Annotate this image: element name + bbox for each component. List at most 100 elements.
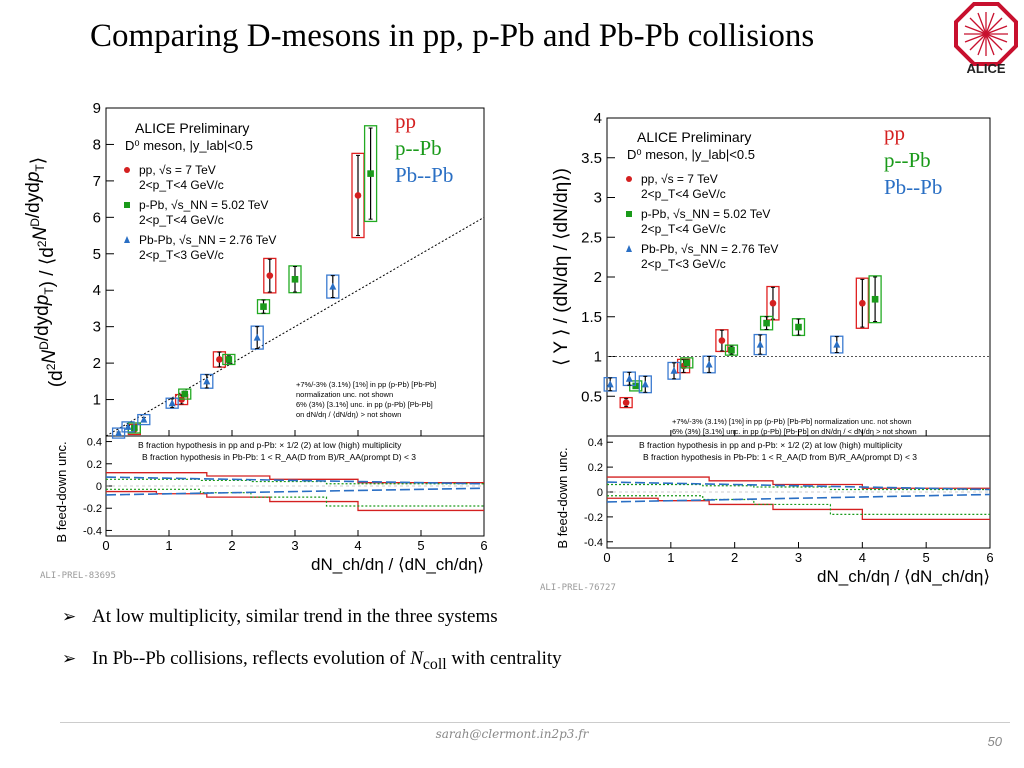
- data-point-pbpb: [253, 333, 261, 341]
- y-axis-label-part: p: [23, 172, 44, 184]
- slide-title: Comparing D-mesons in pp, p-Pb and Pb-Pb…: [90, 18, 815, 54]
- bullet-text: In Pb--Pb collisions, reflects evolution…: [92, 648, 562, 673]
- lower-y-tick-label: 0.2: [588, 462, 603, 474]
- y-axis-label-part: D: [37, 341, 51, 350]
- prel-tag: ALI-PREL-83695: [40, 571, 116, 581]
- y-tick-label: 6: [93, 209, 101, 226]
- lower-y-axis-label: B feed-down unc.: [555, 447, 570, 548]
- data-point-pp: [718, 337, 726, 344]
- lower-y-tick-label: 0: [96, 481, 102, 493]
- data-point-pbpb: [115, 429, 123, 437]
- page-number: 50: [987, 734, 1002, 749]
- legend-marker-ppb: [124, 202, 130, 208]
- x-tick-label: 5: [417, 538, 424, 553]
- lower-note-2: B fraction hypothesis in Pb-Pb: 1 < R_AA…: [643, 452, 917, 462]
- syst-box: [326, 274, 340, 299]
- y-tick-label: 5: [93, 246, 101, 263]
- data-point-pp: [769, 299, 777, 307]
- series-label-1: p--Pb: [884, 148, 931, 172]
- bullet-item: ➢ In Pb--Pb collisions, reflects evoluti…: [62, 648, 562, 674]
- legend-entry-name: Pb-Pb, √s_NN = 2.76 TeV: [641, 242, 778, 256]
- legend-subtitle: D⁰ meson, |y_lab|<0.5: [125, 138, 253, 153]
- bullet-item: ➢ At low multiplicity, similar trend in …: [62, 606, 562, 628]
- y-tick-label: 1: [93, 392, 101, 409]
- band-pbpb-lower: [105, 487, 485, 496]
- syst-box: [137, 413, 151, 426]
- legend-entry-name: p-Pb, √s_NN = 5.02 TeV: [139, 198, 268, 212]
- lower-y-tick-label: -0.4: [83, 525, 102, 537]
- y-axis-label-part: /dyd: [23, 182, 44, 218]
- y-axis-label-part: (d: [46, 370, 67, 387]
- data-point-pbpb: [168, 399, 176, 407]
- lower-note-1: B fraction hypothesis in pp and p-Pb: × …: [138, 440, 402, 450]
- data-point-pbpb: [670, 366, 678, 374]
- legend-entry-sub: 2<p_T<4 GeV/c: [641, 187, 726, 201]
- y-axis-label: ⟨ Y ⟩ / (dN/dη / ⟨dN/dη⟩): [551, 168, 572, 366]
- series-label-2: Pb--Pb: [884, 175, 942, 199]
- legend-header: ALICE Preliminary: [637, 129, 751, 145]
- syst-box: [363, 125, 378, 223]
- x-tick-label: 6: [480, 538, 487, 553]
- syst-box: [250, 325, 264, 350]
- y-axis-label-part: p: [32, 295, 53, 307]
- y-tick-label: 8: [93, 136, 101, 153]
- syst-box: [263, 257, 277, 294]
- y-tick-label: 7: [93, 173, 101, 190]
- data-point-pbpb: [124, 422, 132, 430]
- x-axis-label: dN_ch/dη / ⟨dN_ch/dη⟩: [311, 555, 484, 574]
- band-pbpb-lower: [606, 493, 991, 503]
- syst-box: [222, 353, 236, 366]
- y-tick-label: 1.5: [581, 309, 602, 326]
- x-tick-label: 0: [102, 538, 109, 553]
- x-tick-label: 2: [731, 550, 738, 565]
- legend-subtitle: D⁰ meson, |y_lab|<0.5: [627, 147, 755, 162]
- legend-entry-name: p-Pb, √s_NN = 5.02 TeV: [641, 207, 770, 221]
- y-tick-label: 2: [93, 355, 101, 372]
- x-tick-label: 1: [667, 550, 674, 565]
- band-ppb-lower: [607, 495, 990, 515]
- y-axis-label-part: 2: [44, 363, 58, 370]
- legend-entry-name: pp, √s = 7 TeV: [139, 163, 216, 177]
- diagonal-reference-line: [105, 216, 485, 437]
- data-point-ppb: [225, 356, 233, 363]
- data-point-pp: [622, 399, 630, 406]
- data-point-pbpb: [756, 340, 764, 348]
- syst-box: [619, 396, 633, 409]
- legend-marker-pbpb: [626, 245, 632, 252]
- y-axis-label-part: N: [30, 226, 51, 240]
- normalization-note: on dN/dη / ⟨dN/dη⟩ > not shown: [296, 410, 401, 419]
- x-tick-label: 0: [603, 550, 610, 565]
- bullet-text: At low multiplicity, similar trend in th…: [92, 606, 498, 627]
- syst-box: [288, 265, 302, 294]
- y-axis-label-part: N: [39, 350, 60, 364]
- legend-entry-name: pp, √s = 7 TeV: [641, 172, 718, 186]
- y-axis-label-part: T: [42, 287, 56, 295]
- data-point-ppb: [260, 303, 267, 310]
- x-tick-label: 3: [291, 538, 298, 553]
- data-point-ppb: [728, 346, 735, 354]
- y-tick-label: 3: [594, 190, 602, 207]
- chart-panel-2: 0.5 1 1.5 2 2.5 3 3.5 4 -0.4 -0.2 0 0.2 0.4 0 1 2 3 4 5 6 ⟨ …: [540, 110, 994, 593]
- normalization-note: 6% (3%) [3.1%] unc. in pp (p-Pb) [Pb-Pb]…: [672, 427, 917, 436]
- syst-box: [165, 397, 179, 409]
- x-tick-label: 3: [795, 550, 802, 565]
- lower-y-tick-label: -0.2: [83, 503, 102, 515]
- prel-tag: ALI-PREL-76727: [540, 583, 616, 593]
- syst-box: [111, 427, 126, 439]
- data-point-pbpb: [625, 374, 633, 382]
- data-point-pp: [354, 192, 362, 199]
- lower-y-tick-label: -0.2: [584, 512, 603, 524]
- data-point-pbpb: [641, 380, 649, 388]
- normalization-note: 6% (3%) [3.1%] unc. in pp (p-Pb) [Pb-Pb]: [296, 400, 433, 409]
- band-ppb-upper: [106, 478, 484, 485]
- y-tick-label: 3: [93, 319, 101, 336]
- legend-marker-pp: [124, 167, 130, 173]
- syst-box: [855, 277, 869, 329]
- arrow-bullet-icon: ➢: [62, 607, 77, 626]
- arrow-bullet-icon: ➢: [62, 649, 77, 668]
- band-ppb-upper: [607, 483, 990, 491]
- syst-box: [715, 329, 729, 353]
- data-point-ppb: [871, 295, 879, 303]
